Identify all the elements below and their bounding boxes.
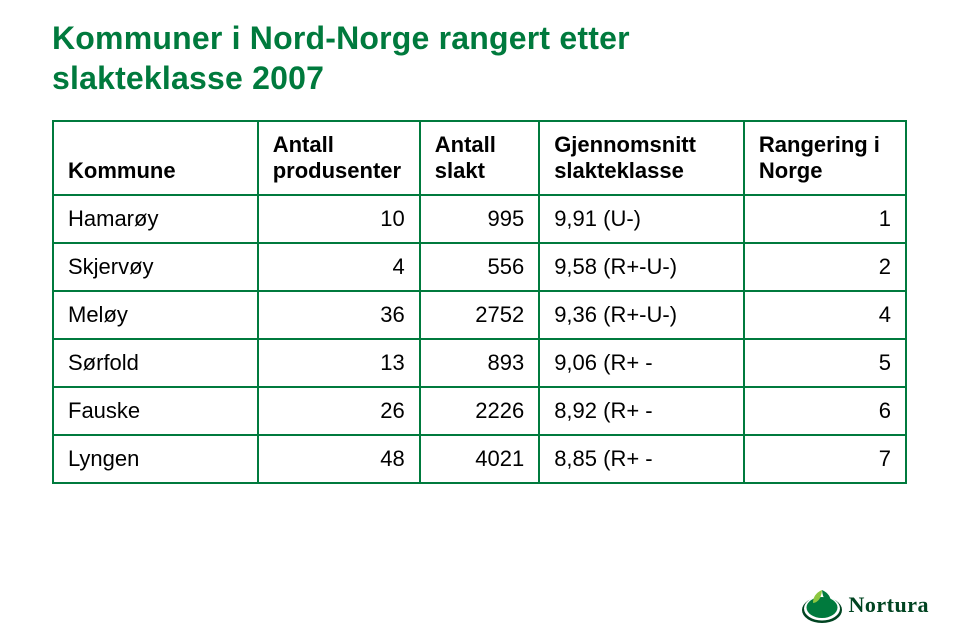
col-snitt-l1: Gjennomsnitt [554,132,696,157]
cell-snitt: 8,85 (R+ - [539,435,744,483]
cell-kommune: Lyngen [53,435,258,483]
col-slakt-l2: slakt [435,158,485,183]
table-row: Sørfold 13 893 9,06 (R+ - 5 [53,339,906,387]
col-kommune: Kommune [53,121,258,195]
cell-produsenter: 10 [258,195,420,243]
table-row: Fauske 26 2226 8,92 (R+ - 6 [53,387,906,435]
table-header-row: Kommune Antall produsenter Antall slakt … [53,121,906,195]
cell-snitt: 9,36 (R+-U-) [539,291,744,339]
col-slakt: Antall slakt [420,121,539,195]
cell-rank: 4 [744,291,906,339]
col-rank-l2: Norge [759,158,823,183]
cell-produsenter: 26 [258,387,420,435]
cell-produsenter: 13 [258,339,420,387]
cell-kommune: Fauske [53,387,258,435]
table-container: Kommune Antall produsenter Antall slakt … [52,120,907,484]
logo-badge-icon [799,586,845,624]
col-slakt-l1: Antall [435,132,496,157]
logo-text: Nortura [849,592,929,618]
cell-produsenter: 36 [258,291,420,339]
cell-kommune: Sørfold [53,339,258,387]
cell-snitt: 9,91 (U-) [539,195,744,243]
cell-kommune: Meløy [53,291,258,339]
cell-produsenter: 48 [258,435,420,483]
cell-rank: 5 [744,339,906,387]
title-line-2: slakteklasse 2007 [52,60,324,96]
cell-produsenter: 4 [258,243,420,291]
cell-rank: 1 [744,195,906,243]
cell-kommune: Hamarøy [53,195,258,243]
table-body: Hamarøy 10 995 9,91 (U-) 1 Skjervøy 4 55… [53,195,906,483]
cell-rank: 6 [744,387,906,435]
col-kommune-label: Kommune [68,158,176,183]
cell-snitt: 9,58 (R+-U-) [539,243,744,291]
title-line-1: Kommuner i Nord-Norge rangert etter [52,20,630,56]
table-row: Skjervøy 4 556 9,58 (R+-U-) 2 [53,243,906,291]
col-produsenter-l1: Antall [273,132,334,157]
cell-slakt: 893 [420,339,539,387]
cell-snitt: 8,92 (R+ - [539,387,744,435]
cell-rank: 7 [744,435,906,483]
cell-snitt: 9,06 (R+ - [539,339,744,387]
col-rank-l1: Rangering i [759,132,880,157]
cell-slakt: 4021 [420,435,539,483]
nortura-logo: Nortura [799,586,929,624]
cell-rank: 2 [744,243,906,291]
slide-title: Kommuner i Nord-Norge rangert etter slak… [0,0,959,98]
cell-slakt: 995 [420,195,539,243]
col-snitt: Gjennomsnitt slakteklasse [539,121,744,195]
cell-kommune: Skjervøy [53,243,258,291]
table-row: Hamarøy 10 995 9,91 (U-) 1 [53,195,906,243]
table-row: Meløy 36 2752 9,36 (R+-U-) 4 [53,291,906,339]
col-produsenter-l2: produsenter [273,158,401,183]
col-snitt-l2: slakteklasse [554,158,684,183]
ranking-table: Kommune Antall produsenter Antall slakt … [52,120,907,484]
cell-slakt: 556 [420,243,539,291]
col-produsenter: Antall produsenter [258,121,420,195]
col-rank: Rangering i Norge [744,121,906,195]
table-row: Lyngen 48 4021 8,85 (R+ - 7 [53,435,906,483]
cell-slakt: 2752 [420,291,539,339]
cell-slakt: 2226 [420,387,539,435]
